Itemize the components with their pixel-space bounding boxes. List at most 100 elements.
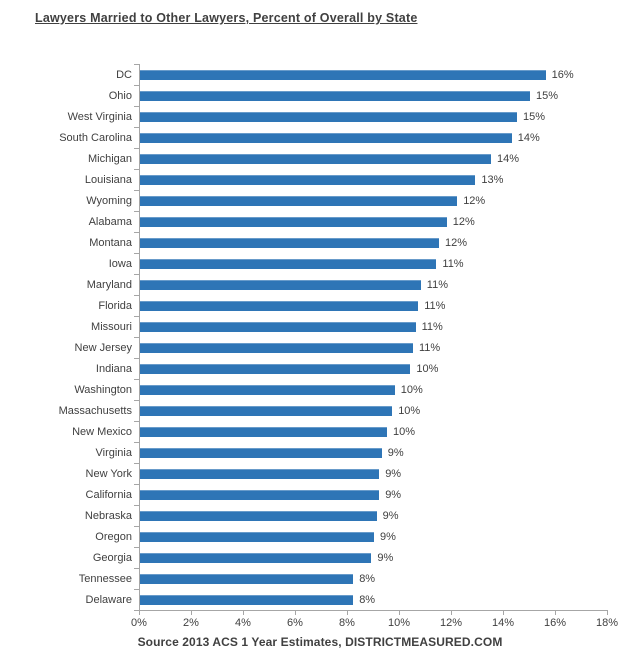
bar [140, 321, 416, 332]
category-axis-tick [134, 337, 139, 338]
bar-row: New York 9% [0, 463, 640, 484]
category-axis-tick [134, 505, 139, 506]
value-axis-tick-label: 6% [287, 617, 303, 629]
value-label: 8% [359, 572, 376, 585]
bar-row: Indiana 10% [0, 358, 640, 379]
bar-row: New Mexico 10% [0, 421, 640, 442]
chart-title: Lawyers Married to Other Lawyers, Percen… [35, 11, 418, 25]
value-label: 11% [426, 278, 448, 291]
bar-row: Missouri 11% [0, 316, 640, 337]
category-label: New Mexico [72, 425, 132, 438]
value-axis-tick [347, 611, 348, 615]
value-axis-tick [139, 611, 140, 615]
value-label: 14% [517, 131, 540, 144]
category-label: West Virginia [67, 110, 132, 123]
bar [140, 216, 447, 227]
bar-row: Michigan 14% [0, 148, 640, 169]
bar-track: 14% [139, 148, 640, 169]
category-label: Louisiana [84, 173, 132, 186]
value-axis-tick [191, 611, 192, 615]
bar [140, 552, 372, 563]
value-label: 9% [382, 509, 399, 522]
category-label: DC [116, 68, 132, 81]
bar-track: 9% [139, 463, 640, 484]
category-label: South Carolina [59, 131, 132, 144]
category-label: Nebraska [84, 509, 132, 522]
bar-row: West Virginia 15% [0, 106, 640, 127]
bar [140, 489, 380, 500]
value-axis-tick-label: 12% [439, 617, 463, 629]
category-axis-tick [134, 64, 139, 65]
category-axis-tick [134, 169, 139, 170]
category-label: Delaware [85, 593, 132, 606]
bar-track: 8% [139, 568, 640, 589]
bar-row: Florida 11% [0, 295, 640, 316]
value-label: 11% [442, 257, 464, 270]
category-axis-tick [134, 568, 139, 569]
category-axis-tick [134, 106, 139, 107]
bar-row: Tennessee 8% [0, 568, 640, 589]
value-label: 15% [536, 89, 559, 102]
bar-track: 14% [139, 127, 640, 148]
bar-row: Delaware 8% [0, 589, 640, 610]
value-label: 9% [377, 551, 394, 564]
bar [140, 426, 387, 437]
value-label: 11% [421, 320, 443, 333]
bar [140, 342, 413, 353]
bar-row: Oregon 9% [0, 526, 640, 547]
category-label: Montana [89, 236, 132, 249]
value-axis-tick [607, 611, 608, 615]
bar [140, 405, 393, 416]
bar-track: 9% [139, 505, 640, 526]
value-axis-tick-label: 14% [491, 617, 515, 629]
bar-track: 12% [139, 211, 640, 232]
value-label: 15% [523, 110, 546, 123]
bar-row: Montana 12% [0, 232, 640, 253]
value-label: 11% [424, 299, 446, 312]
value-label: 9% [380, 530, 396, 543]
category-label: Georgia [92, 551, 132, 564]
value-label: 10% [416, 362, 439, 375]
value-label: 9% [385, 488, 402, 501]
bar [140, 594, 354, 605]
category-axis-tick [134, 85, 139, 86]
category-axis-tick [134, 190, 139, 191]
category-axis-tick [134, 526, 139, 527]
bar [140, 510, 377, 521]
value-label: 8% [359, 593, 376, 606]
bar-row: Louisiana 13% [0, 169, 640, 190]
plot-area: DC 16% Ohio 15% West Virginia 15% South Caroli… [0, 64, 640, 629]
bar-row: DC 16% [0, 64, 640, 85]
bar [140, 195, 458, 206]
value-label: 12% [452, 215, 475, 228]
bar [140, 531, 374, 542]
value-label: 14% [497, 152, 520, 165]
category-label: New York [85, 467, 132, 480]
category-axis-tick [134, 127, 139, 128]
value-axis-tick-label: 8% [339, 617, 355, 629]
bar-row: Maryland 11% [0, 274, 640, 295]
bar-row: New Jersey 11% [0, 337, 640, 358]
category-axis-tick [134, 253, 139, 254]
category-label: Iowa [108, 257, 132, 270]
bar-track: 10% [139, 379, 640, 400]
bar-track: 12% [139, 232, 640, 253]
bar-track: 9% [139, 526, 640, 547]
category-axis-line [139, 64, 140, 611]
category-axis-tick [134, 442, 139, 443]
bar-track: 11% [139, 337, 640, 358]
category-label: New Jersey [74, 341, 132, 354]
category-axis-tick [134, 610, 139, 611]
category-label: Maryland [86, 278, 132, 291]
bar-track: 15% [139, 85, 640, 106]
bar [140, 69, 546, 80]
value-label: 12% [445, 236, 468, 249]
category-axis-tick [134, 148, 139, 149]
category-label: Tennessee [78, 572, 132, 585]
bar-row: Washington 10% [0, 379, 640, 400]
value-label: 9% [385, 467, 402, 480]
value-label: 10% [398, 404, 421, 417]
bar [140, 174, 476, 185]
bar [140, 279, 421, 290]
category-axis-tick [134, 547, 139, 548]
